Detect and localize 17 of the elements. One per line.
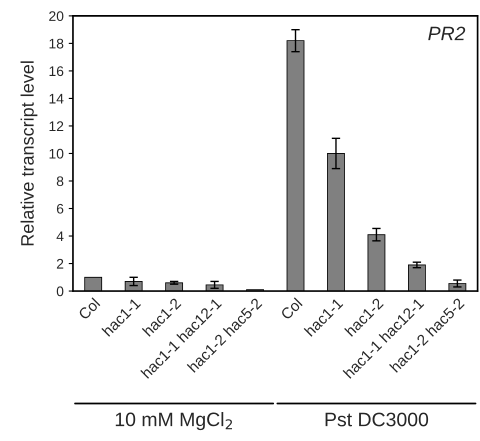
- text: 10 mM MgCl$_{2}$: [116, 412, 232, 430]
- y-tick-label: 8: [56, 176, 64, 186]
- text: Pst DC3000: [326, 412, 428, 426]
- y-axis-title: Relative transcript level: [20, 61, 38, 246]
- y-tick-label: 16: [50, 66, 64, 76]
- annotation: PR2: [428, 26, 466, 40]
- y-tick-label: 4: [56, 232, 64, 242]
- x-tick-label: Col: [78, 297, 100, 320]
- y-tick-label: 12: [50, 121, 64, 131]
- x-tick-label: Col: [280, 297, 303, 320]
- y-tick-label: 14: [50, 94, 64, 104]
- y-tick-label: 20: [49, 11, 64, 22]
- y-tick-label: 2: [56, 258, 64, 269]
- y-tick-label: 10: [50, 148, 64, 159]
- y-tick-label: 6: [56, 204, 64, 214]
- y-tick-label: 18: [50, 38, 64, 49]
- y-tick-label: 0: [56, 286, 64, 296]
